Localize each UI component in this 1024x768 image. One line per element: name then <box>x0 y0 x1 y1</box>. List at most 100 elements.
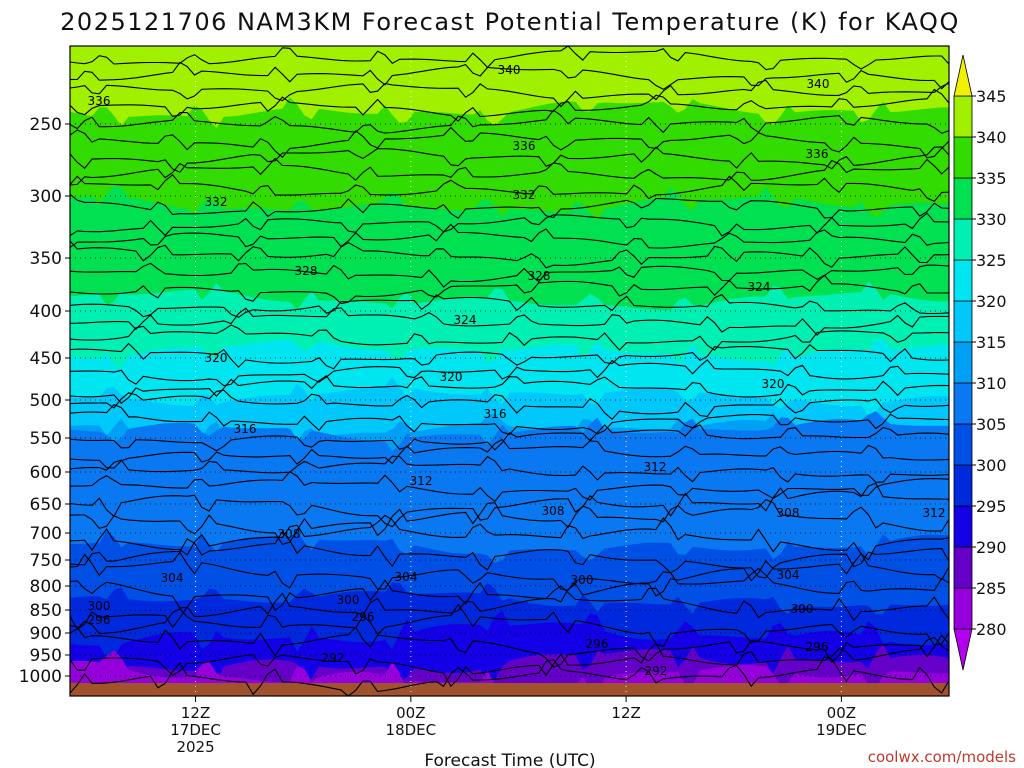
contour-line-7 <box>69 157 950 186</box>
colorbar-label: 300 <box>976 456 1007 475</box>
contour-line-35 <box>69 625 950 668</box>
contour-line-4 <box>69 109 950 134</box>
colorbar-label: 280 <box>976 620 1007 639</box>
credit-text: coolwx.com/models <box>868 748 1016 766</box>
contour-line-24 <box>69 438 950 469</box>
colorbar-label: 295 <box>976 497 1007 516</box>
contour-line-25 <box>69 455 950 483</box>
contour-label: 320 <box>762 377 785 391</box>
y-tick-label: 700 <box>30 524 62 544</box>
contour-label: 324 <box>748 280 771 294</box>
colorbar-segment <box>953 464 973 507</box>
colorbar-segment <box>953 54 973 97</box>
x-tick-label: 12Z <box>611 704 640 722</box>
colorbar-segment <box>953 259 973 302</box>
contour-line-37 <box>69 656 950 697</box>
ground-surface <box>70 683 949 696</box>
contour-line-13 <box>69 262 950 288</box>
contour-line-14 <box>69 274 950 305</box>
contour-label: 340 <box>807 77 830 91</box>
contour-line-18 <box>69 342 950 370</box>
contour-line-9 <box>69 193 950 220</box>
colorbar-segment <box>953 136 973 179</box>
contour-line-23 <box>69 424 950 452</box>
color-bands <box>70 46 949 697</box>
contour-line-30 <box>69 530 950 579</box>
y-tick-label: 800 <box>30 577 62 597</box>
colorbar-label: 320 <box>976 292 1007 311</box>
colorbar-segment <box>953 382 973 425</box>
colorbar-segment <box>953 628 973 671</box>
contour-line-21 <box>69 389 950 420</box>
x-tick-date: 18DEC <box>386 721 437 739</box>
contour-label: 304 <box>161 571 184 585</box>
y-tick-label: 500 <box>30 391 62 411</box>
contour-line-2 <box>69 79 950 108</box>
y-tick-label: 950 <box>30 646 62 666</box>
x-tick-date: 17DEC <box>170 721 221 739</box>
contour-label: 332 <box>513 188 536 202</box>
contour-line-22 <box>69 403 950 436</box>
y-tick-label: 550 <box>30 429 62 449</box>
contour-line-10 <box>69 212 950 237</box>
colorbar-label: 325 <box>976 251 1007 270</box>
x-tick-label: 12Z <box>181 704 210 722</box>
x-tick-year: 2025 <box>176 738 214 756</box>
contour-label: 296 <box>352 610 375 624</box>
contour-label: 328 <box>528 269 551 283</box>
colorbar-segment <box>953 300 973 343</box>
contour-line-15 <box>69 294 950 318</box>
contour-label: 312 <box>410 474 433 488</box>
contour-label: 300 <box>571 573 594 587</box>
colorbar-segment <box>953 587 973 630</box>
contour-line-32 <box>69 567 950 612</box>
y-axis: 250 300 350 400 450 500 550 600 650 700 750 800 850 9… <box>19 115 70 687</box>
contour-line-8 <box>69 174 950 202</box>
contour-line-28 <box>69 498 950 546</box>
y-tick-label: 850 <box>30 601 62 621</box>
y-tick-label: 900 <box>30 624 62 644</box>
contour-line-11 <box>69 223 950 249</box>
contour-label: 304 <box>395 570 418 584</box>
contour-label: 312 <box>644 460 667 474</box>
plot-area: 340 340 336 336 336 332 332 328 328 324 324 320 320 3… <box>69 45 950 697</box>
contour-line-6 <box>69 146 950 173</box>
contour-label: 320 <box>440 370 463 384</box>
y-tick-label: 650 <box>30 495 62 515</box>
contour-line-1 <box>69 61 950 90</box>
contour-label: 296 <box>586 637 609 651</box>
contour-label: 336 <box>88 94 111 108</box>
colorbar-label: 340 <box>976 128 1007 147</box>
y-tick-label: 400 <box>30 302 62 322</box>
colorbar-label: 285 <box>976 579 1007 598</box>
y-tick-label: 350 <box>30 249 62 269</box>
contour-label: 316 <box>484 407 507 421</box>
contour-label: 328 <box>295 264 318 278</box>
contour-label: 296 <box>806 640 829 654</box>
contour-label: 292 <box>645 664 668 678</box>
contour-line-16 <box>69 307 950 336</box>
contour-label: 300 <box>337 593 360 607</box>
chart-title: 2025121706 NAM3KM Forecast Potential Tem… <box>60 8 960 36</box>
contour-label: 304 <box>777 568 800 582</box>
contour-line-17 <box>69 324 950 351</box>
contour-line-29 <box>69 514 950 561</box>
contour-label: 300 <box>791 602 814 616</box>
y-tick-label: 1000 <box>19 667 62 687</box>
contour-label: 316 <box>234 422 257 436</box>
contour-label: 332 <box>205 195 228 209</box>
colorbar-label: 310 <box>976 374 1007 393</box>
colorbar-segment <box>953 505 973 548</box>
contour-label: 320 <box>205 351 228 365</box>
colorbar-segment <box>953 423 973 466</box>
contour-line-31 <box>69 551 950 597</box>
contour-label: 336 <box>513 139 536 153</box>
contour-line-19 <box>69 359 950 387</box>
contour-label: 308 <box>542 504 565 518</box>
contour-line-36 <box>69 636 950 688</box>
contour-label: 324 <box>454 313 477 327</box>
y-tick-label: 450 <box>30 349 62 369</box>
colorbar-label: 315 <box>976 333 1007 352</box>
contour-line-20 <box>69 375 950 404</box>
